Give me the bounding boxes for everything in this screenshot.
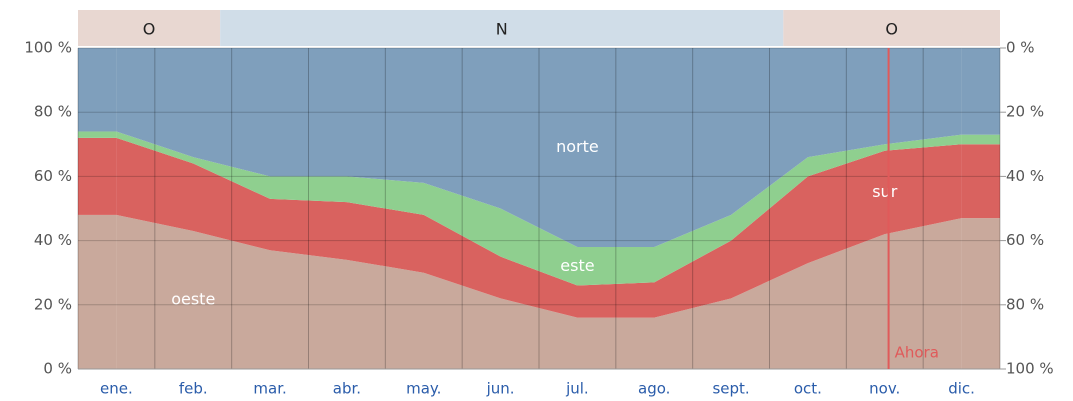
x-tick-label: ago. [638,380,670,398]
period-band [783,10,1000,46]
period-label: O [143,20,156,39]
period-band [220,10,784,46]
area-edge [78,214,117,369]
area [116,48,962,248]
area-edge [78,48,117,132]
x-tick-label: mar. [253,380,286,398]
area-edge [961,48,1000,135]
y-tick-label: 60 % [34,167,72,185]
y-tick-label: 0 % [43,360,72,378]
period-label: N [496,20,508,39]
y-tick-label: 80 % [34,103,72,121]
area [116,131,962,286]
y2-tick-label: 60 % [1006,231,1044,249]
now-label: Ahora [895,344,939,362]
x-tick-label: oct. [794,380,822,398]
x-tick-label: dic. [948,380,975,398]
area-edge [78,137,117,215]
y2-tick-label: 0 % [1006,39,1035,57]
period-band [78,10,221,46]
y-tick-label: 20 % [34,295,72,313]
y-tick-label: 40 % [34,231,72,249]
x-tick-label: ene. [100,380,133,398]
area [116,214,962,369]
area-edge [961,218,1000,369]
period-label: O [885,20,898,39]
y2-tick-label: 20 % [1006,103,1044,121]
x-tick-label: nov. [869,380,900,398]
area-edge [961,144,1000,219]
y-tick-label: 100 % [24,39,72,57]
y2-tick-label: 80 % [1006,295,1044,313]
series-label: oeste [171,289,215,308]
x-tick-label: sept. [712,380,749,398]
area-edge [961,134,1000,145]
series-label: sur [872,182,897,201]
x-tick-label: jul. [565,380,589,398]
y2-tick-label: 40 % [1006,167,1044,185]
series-label: norte [556,137,599,156]
area [116,137,962,318]
x-tick-label: abr. [333,380,361,398]
x-tick-label: may. [406,380,441,398]
series-label: este [560,256,594,275]
y2-tick-label: 100 % [1006,360,1054,378]
x-tick-label: feb. [179,380,208,398]
area-edge [78,131,117,138]
x-tick-label: jun. [486,380,515,398]
